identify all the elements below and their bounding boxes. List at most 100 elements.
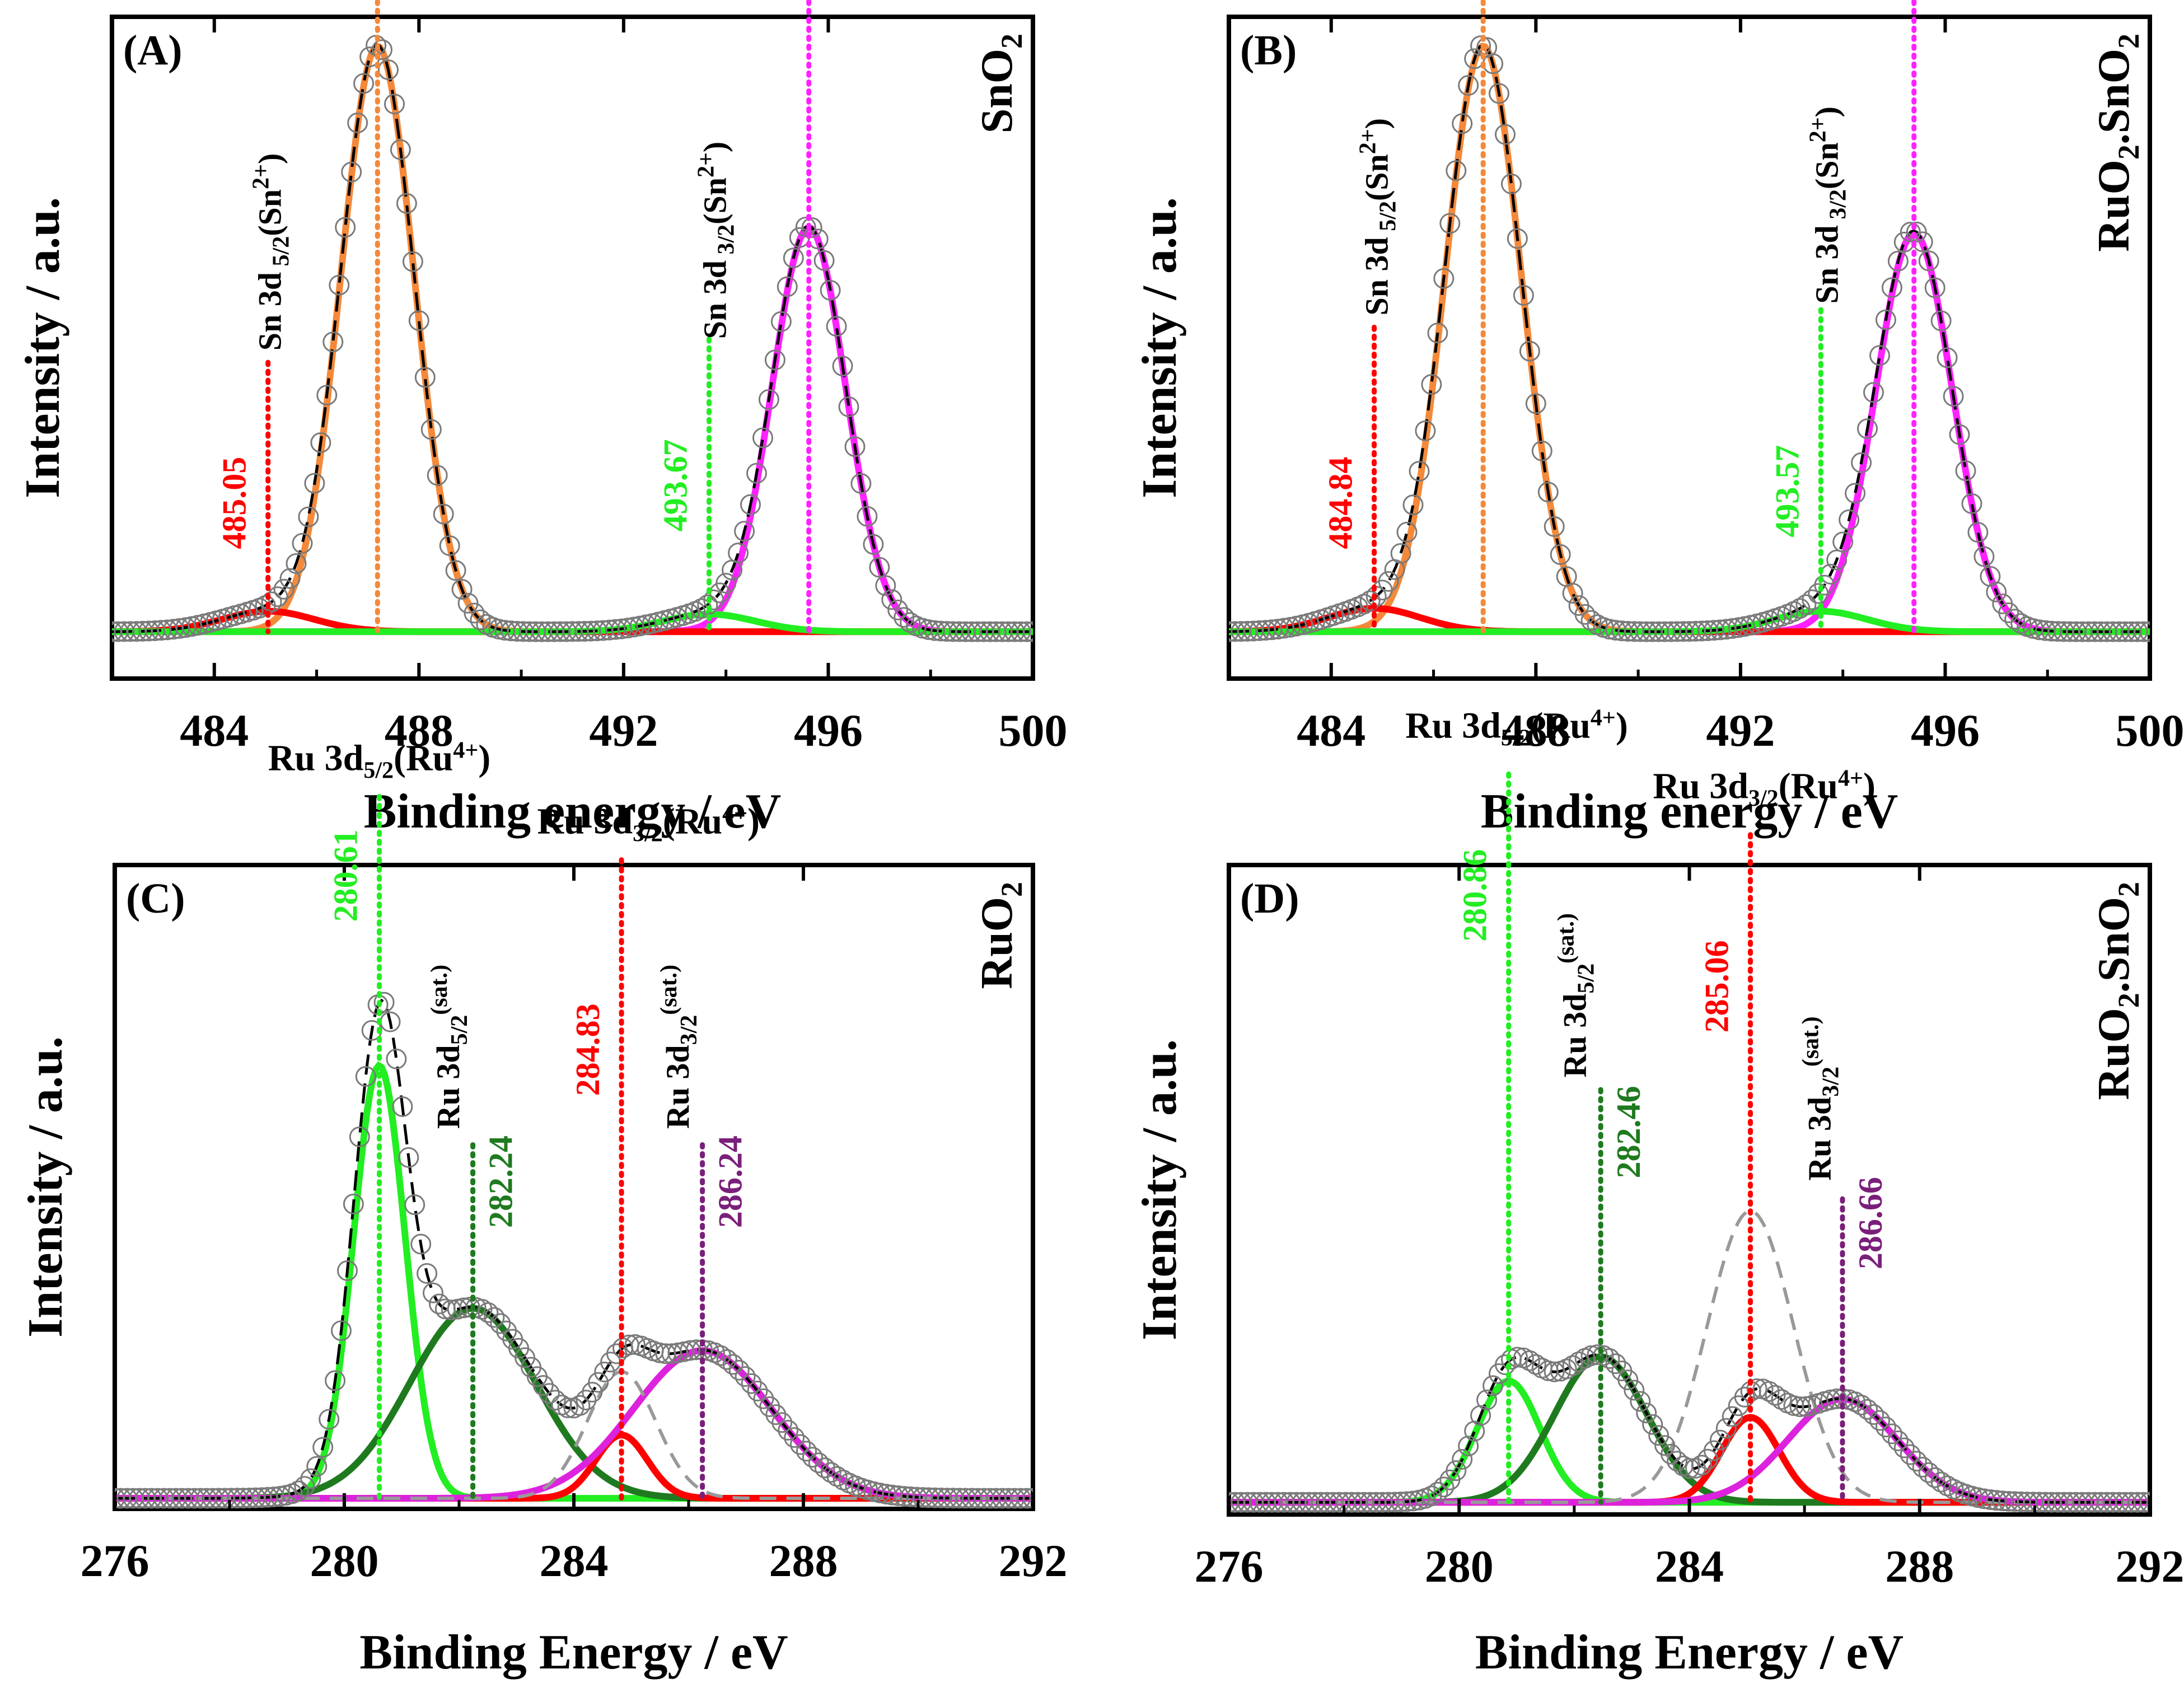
data-point xyxy=(826,1466,848,1487)
label-base: Ru 3d xyxy=(1405,705,1501,746)
data-point xyxy=(783,247,804,269)
data-point xyxy=(1820,564,1841,585)
label-base: Ru 3d xyxy=(660,1045,696,1129)
data-point xyxy=(1544,1361,1565,1382)
data-point xyxy=(1519,1350,1540,1371)
label-sup: 4+ xyxy=(722,801,747,826)
y-axis-title: Intensity / a.u. xyxy=(1133,1039,1187,1340)
data-point xyxy=(569,1395,591,1416)
data-point xyxy=(1421,374,1442,395)
data-point xyxy=(1691,1455,1712,1476)
data-point xyxy=(396,193,417,214)
data-point xyxy=(734,521,755,542)
data-point xyxy=(1679,1458,1700,1479)
peak-assignment-label: Ru 3d5/2(Ru4+) xyxy=(1405,705,1628,751)
data-point xyxy=(1587,1344,1608,1366)
data-point xyxy=(322,331,344,353)
sample-label-sub: 2 xyxy=(995,34,1028,49)
data-point xyxy=(286,553,307,574)
data-point xyxy=(1489,83,1509,104)
label-sub: 5/2 xyxy=(1501,725,1531,751)
data-point xyxy=(304,473,325,494)
peak-assignment-label: Sn 3d 3/2(Sn2+) xyxy=(694,142,740,339)
y-axis-title: Intensity / a.u. xyxy=(1133,197,1187,498)
x-tick-label: 276 xyxy=(81,1535,149,1586)
peak-value-label: 484.84 xyxy=(1322,457,1359,549)
peak-assignment-label: Ru 3d3/2(Ru4+) xyxy=(537,801,760,847)
data-point xyxy=(1667,1451,1688,1472)
data-point xyxy=(1433,268,1455,289)
label-sup: (sat.) xyxy=(1553,913,1579,964)
data-point xyxy=(863,534,884,555)
x-tick-label: 496 xyxy=(794,705,863,756)
label-end: ) xyxy=(697,142,733,152)
curves-group xyxy=(112,35,1033,642)
data-point xyxy=(353,73,375,94)
data-point xyxy=(386,1048,407,1069)
x-tick-label: 288 xyxy=(1885,1541,1954,1592)
data-point xyxy=(306,1456,328,1477)
data-point xyxy=(869,557,890,578)
x-axis-title: Binding Energy / eV xyxy=(359,1625,788,1680)
data-point xyxy=(1887,1430,1909,1451)
peak-assignment-label: Ru 3d3/2(sat.) xyxy=(1798,1016,1844,1180)
panel-label: (A) xyxy=(123,27,183,74)
data-point xyxy=(764,349,785,371)
label-base: Ru 3d xyxy=(1653,766,1748,807)
data-point xyxy=(470,609,491,630)
label-sup: 4+ xyxy=(453,737,478,763)
data-point xyxy=(777,276,798,297)
label-sup: 2+ xyxy=(249,164,274,189)
data-point xyxy=(261,591,282,613)
data-point xyxy=(545,1390,566,1411)
data-point xyxy=(1881,1423,1902,1444)
data-point xyxy=(439,535,460,557)
label-end: ) xyxy=(478,737,490,778)
data-point xyxy=(1875,1416,1896,1438)
data-point xyxy=(1967,522,1989,543)
data-point xyxy=(1881,277,1902,298)
data-point xyxy=(1580,610,1602,631)
data-point xyxy=(1556,1358,1577,1380)
sample-label-tail: .SnO xyxy=(2089,897,2139,993)
data-point xyxy=(1912,1457,1933,1478)
data-point xyxy=(1525,393,1546,414)
data-point xyxy=(1765,1385,1786,1406)
data-point xyxy=(1624,1380,1645,1401)
data-point xyxy=(1016,1488,1033,1509)
data-point xyxy=(1857,1399,1878,1420)
x-tick-label: 500 xyxy=(2116,705,2184,756)
x-tick-label: 488 xyxy=(385,705,453,756)
data-point xyxy=(784,1427,805,1448)
x-tick-label: 280 xyxy=(1425,1541,1494,1592)
data-point xyxy=(1973,546,1995,567)
x-axis-title: Binding energy / eV xyxy=(1481,784,1898,839)
panel-label: (B) xyxy=(1240,27,1297,74)
panel-label: (C) xyxy=(126,875,185,922)
data-point xyxy=(1771,1389,1792,1410)
data-point xyxy=(875,575,896,596)
data-point xyxy=(1501,173,1522,194)
label-tail: (Sn xyxy=(252,189,288,236)
label-sub: 5/2 xyxy=(269,236,294,272)
sample-label: RuO2 xyxy=(972,882,1028,989)
label-base: Ru 3d xyxy=(537,801,633,842)
data-point xyxy=(1943,386,1964,407)
data-point xyxy=(1906,1451,1927,1472)
panel-c: 276 280 284 288 292 Binding Energy / eV Intens… xyxy=(18,737,1068,1680)
data-point xyxy=(490,1313,511,1334)
x-tick-label: 492 xyxy=(1706,705,1775,756)
data-point xyxy=(1464,1420,1485,1442)
data-point xyxy=(392,1096,413,1118)
label-sub: 3/2 xyxy=(714,225,740,260)
label-end: ) xyxy=(252,153,288,164)
data-point xyxy=(741,1373,762,1394)
data-point xyxy=(820,280,841,301)
data-point xyxy=(1452,1449,1473,1470)
data-point xyxy=(1359,590,1381,611)
peak-assignment-label: Ru 3d5/2(Ru4+) xyxy=(268,737,491,783)
data-point xyxy=(325,1370,346,1391)
data-point xyxy=(378,59,399,81)
x-tick-label: 492 xyxy=(589,705,658,756)
